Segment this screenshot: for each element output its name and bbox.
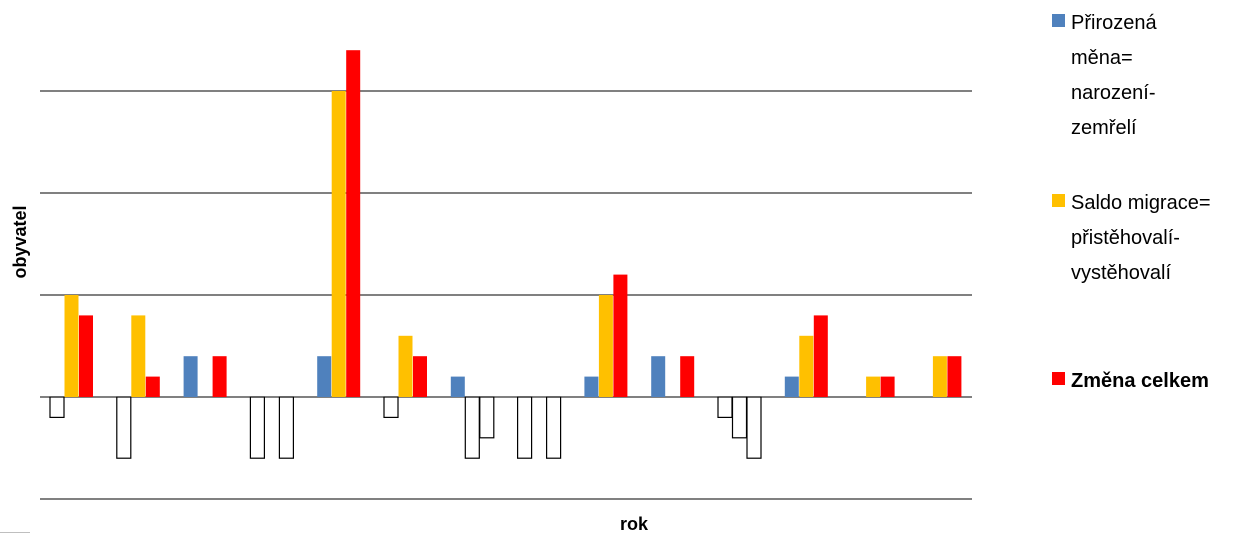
bar-series-3-cat-7 bbox=[479, 396, 495, 439]
bar-series-2-cat-1 bbox=[64, 295, 79, 397]
bar-series-1-cat-1 bbox=[49, 396, 65, 418]
bar-series-1-cat-3 bbox=[183, 356, 198, 397]
bar-series-3-cat-9 bbox=[613, 274, 628, 397]
bar-series-2-cat-7 bbox=[464, 396, 480, 459]
bar-series-3-cat-8 bbox=[545, 396, 562, 459]
y-axis-label: obyvatel bbox=[10, 205, 30, 278]
bars bbox=[49, 50, 962, 459]
bar-series-3-cat-11 bbox=[746, 396, 762, 459]
bar-series-2-cat-14 bbox=[932, 356, 947, 397]
legend-label-2-line-2: přistěhovalí- bbox=[1071, 227, 1180, 249]
bar-series-3-cat-4 bbox=[278, 396, 294, 459]
bar-series-2-cat-9 bbox=[598, 295, 613, 397]
legend-label-1-line-1: Přirozená bbox=[1071, 12, 1157, 34]
bar-series-3-cat-13 bbox=[880, 376, 895, 397]
bar-series-3-cat-5 bbox=[346, 50, 361, 397]
chart-frame bbox=[0, 0, 30, 533]
legend-label-1-line-4: zemřelí bbox=[1071, 117, 1137, 139]
gridlines bbox=[40, 90, 972, 500]
bar-series-1-cat-10 bbox=[651, 356, 666, 397]
bar-series-3-cat-2 bbox=[145, 376, 160, 397]
bar-series-3-cat-14 bbox=[947, 356, 962, 397]
bar-series-1-cat-8 bbox=[516, 396, 533, 459]
bar-series-3-cat-12 bbox=[813, 315, 828, 397]
bar-series-1-cat-4 bbox=[249, 396, 265, 459]
legend-label-3-line-1: Změna celkem bbox=[1071, 370, 1209, 392]
bar-series-1-cat-2 bbox=[116, 396, 132, 459]
legend-swatch-2 bbox=[1052, 194, 1065, 207]
bar-series-2-cat-2 bbox=[131, 315, 146, 397]
bar-series-2-cat-13 bbox=[866, 376, 881, 397]
bar-series-1-cat-6 bbox=[383, 396, 399, 418]
legend-label-2-line-3: vystěhovalí bbox=[1071, 262, 1171, 284]
x-axis-label: rok bbox=[620, 514, 649, 534]
legend: Přirozená měna= narození-zemřelí Saldo migr… bbox=[1052, 12, 1211, 392]
legend-swatch-1 bbox=[1052, 14, 1065, 27]
legend-label-1-line-3: narození- bbox=[1071, 82, 1156, 104]
bar-series-3-cat-3 bbox=[212, 356, 227, 397]
bar-series-2-cat-11 bbox=[731, 396, 748, 439]
legend-swatch-3 bbox=[1052, 372, 1065, 385]
bar-series-1-cat-5 bbox=[317, 356, 332, 397]
legend-label-2-line-1: Saldo migrace= bbox=[1071, 192, 1211, 214]
legend-label-1-line-2: měna= bbox=[1071, 47, 1133, 69]
bar-series-1-cat-12 bbox=[784, 376, 799, 397]
bar-series-1-cat-11 bbox=[717, 396, 733, 418]
bar-series-1-cat-9 bbox=[584, 376, 599, 397]
bar-series-1-cat-7 bbox=[450, 376, 465, 397]
bar-series-3-cat-10 bbox=[680, 356, 695, 397]
bar-series-3-cat-1 bbox=[79, 315, 93, 397]
bar-series-3-cat-6 bbox=[413, 356, 427, 397]
bar-series-2-cat-12 bbox=[799, 335, 814, 397]
bar-series-2-cat-6 bbox=[398, 335, 413, 397]
bar-series-2-cat-5 bbox=[331, 91, 346, 397]
